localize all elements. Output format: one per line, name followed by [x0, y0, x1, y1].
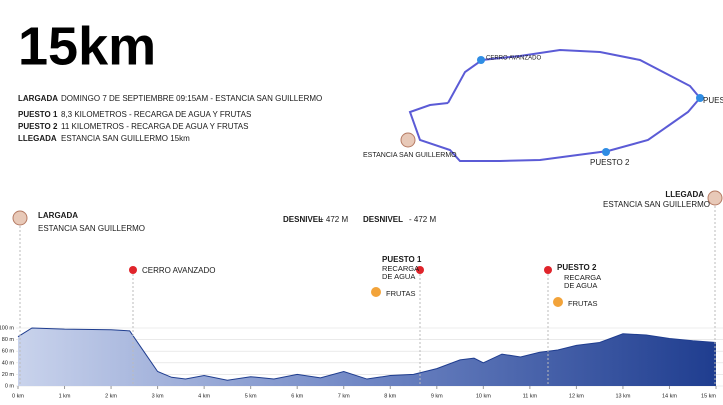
waypoint-text: ESTANCIA SAN GUILLERMO	[38, 224, 145, 233]
x-tick-label: 5 km	[245, 393, 257, 399]
elevation-line	[17, 327, 717, 381]
waypoint-label: PUESTO 2	[557, 263, 597, 272]
x-tick-label: 0 km	[12, 393, 24, 399]
aid1-dot	[416, 266, 424, 274]
y-tick-label: 60 m	[2, 349, 15, 355]
y-tick-label: 100 m	[0, 325, 14, 331]
desnivel-label: DESNIVEL	[363, 215, 403, 224]
waypoint-text: RECARGA	[382, 264, 419, 273]
waypoint-label: CERRO AVANZADO	[142, 266, 216, 275]
fruit-icon	[553, 297, 563, 307]
info-label: PUESTO 1	[18, 110, 58, 119]
elevation-area	[18, 328, 716, 386]
waypoint-label: PUESTO 1	[382, 255, 422, 264]
x-tick-label: 11 km	[523, 393, 538, 399]
title: 15km	[18, 16, 156, 76]
aid2-dot	[544, 266, 552, 274]
desnivel-label: DESNIVEL	[283, 215, 323, 224]
y-tick-label: 40 m	[2, 360, 15, 366]
desnivel-value: - 472 M	[409, 215, 436, 224]
x-tick-label: 2 km	[105, 393, 117, 399]
x-tick-label: 13 km	[615, 393, 630, 399]
x-tick-label: 3 km	[152, 393, 164, 399]
waypoint-label: LARGADA	[38, 211, 78, 220]
x-tick-label: 7 km	[338, 393, 350, 399]
waypoint-text: DE AGUA	[382, 272, 415, 281]
info-text: DOMINGO 7 DE SEPTIEMBRE 09:15AM - ESTANC…	[61, 94, 322, 103]
map-dot	[602, 148, 610, 156]
map-dot	[477, 56, 485, 64]
x-tick-label: 12 km	[569, 393, 584, 399]
start-icon	[12, 210, 28, 226]
y-tick-label: 0 m	[5, 383, 15, 389]
x-tick-label: 4 km	[198, 393, 210, 399]
info-label: LARGADA	[18, 94, 58, 103]
y-tick-label: 80 m	[2, 337, 15, 343]
map-label: PUESTO 2	[590, 158, 630, 167]
x-tick-label: 9 km	[431, 393, 443, 399]
y-tick-label: 20 m	[2, 372, 15, 378]
info-text: 11 KILOMETROS - RECARGA DE AGUA Y FRUTAS	[61, 122, 248, 131]
x-tick-label: 1 km	[59, 393, 71, 399]
x-tick-label: 10 km	[476, 393, 491, 399]
info-text: ESTANCIA SAN GUILLERMO 15km	[61, 134, 190, 143]
map-label: ESTANCIA SAN GUILLERMO	[363, 152, 457, 159]
fruit-icon	[371, 287, 381, 297]
info-text: 8,3 KILOMETROS - RECARGA DE AGUA Y FRUTA…	[61, 110, 251, 119]
map-label: CERRO AVANZADO	[486, 56, 541, 62]
map-start-icon	[400, 132, 416, 148]
waypoint-text: RECARGA	[564, 273, 601, 282]
desnivel-value: + 472 M	[319, 215, 348, 224]
waypoint-text: FRUTAS	[568, 299, 597, 308]
x-tick-label: 14 km	[662, 393, 677, 399]
x-tick-label: 8 km	[384, 393, 396, 399]
finish-icon	[707, 190, 723, 206]
waypoint-text: FRUTAS	[386, 289, 415, 298]
waypoint-text: ESTANCIA SAN GUILLERMO	[603, 200, 710, 209]
waypoint-label: LLEGADA	[665, 190, 704, 199]
route-map	[408, 48, 702, 162]
info-label: PUESTO 2	[18, 122, 58, 131]
peak-dot	[129, 266, 137, 274]
waypoint-text: DE AGUA	[564, 281, 597, 290]
x-tick-label: 15 km	[701, 393, 716, 399]
info-label: LLEGADA	[18, 134, 57, 143]
map-label: PUESTO	[703, 96, 723, 105]
x-tick-label: 6 km	[291, 393, 303, 399]
map-dot	[696, 94, 704, 102]
